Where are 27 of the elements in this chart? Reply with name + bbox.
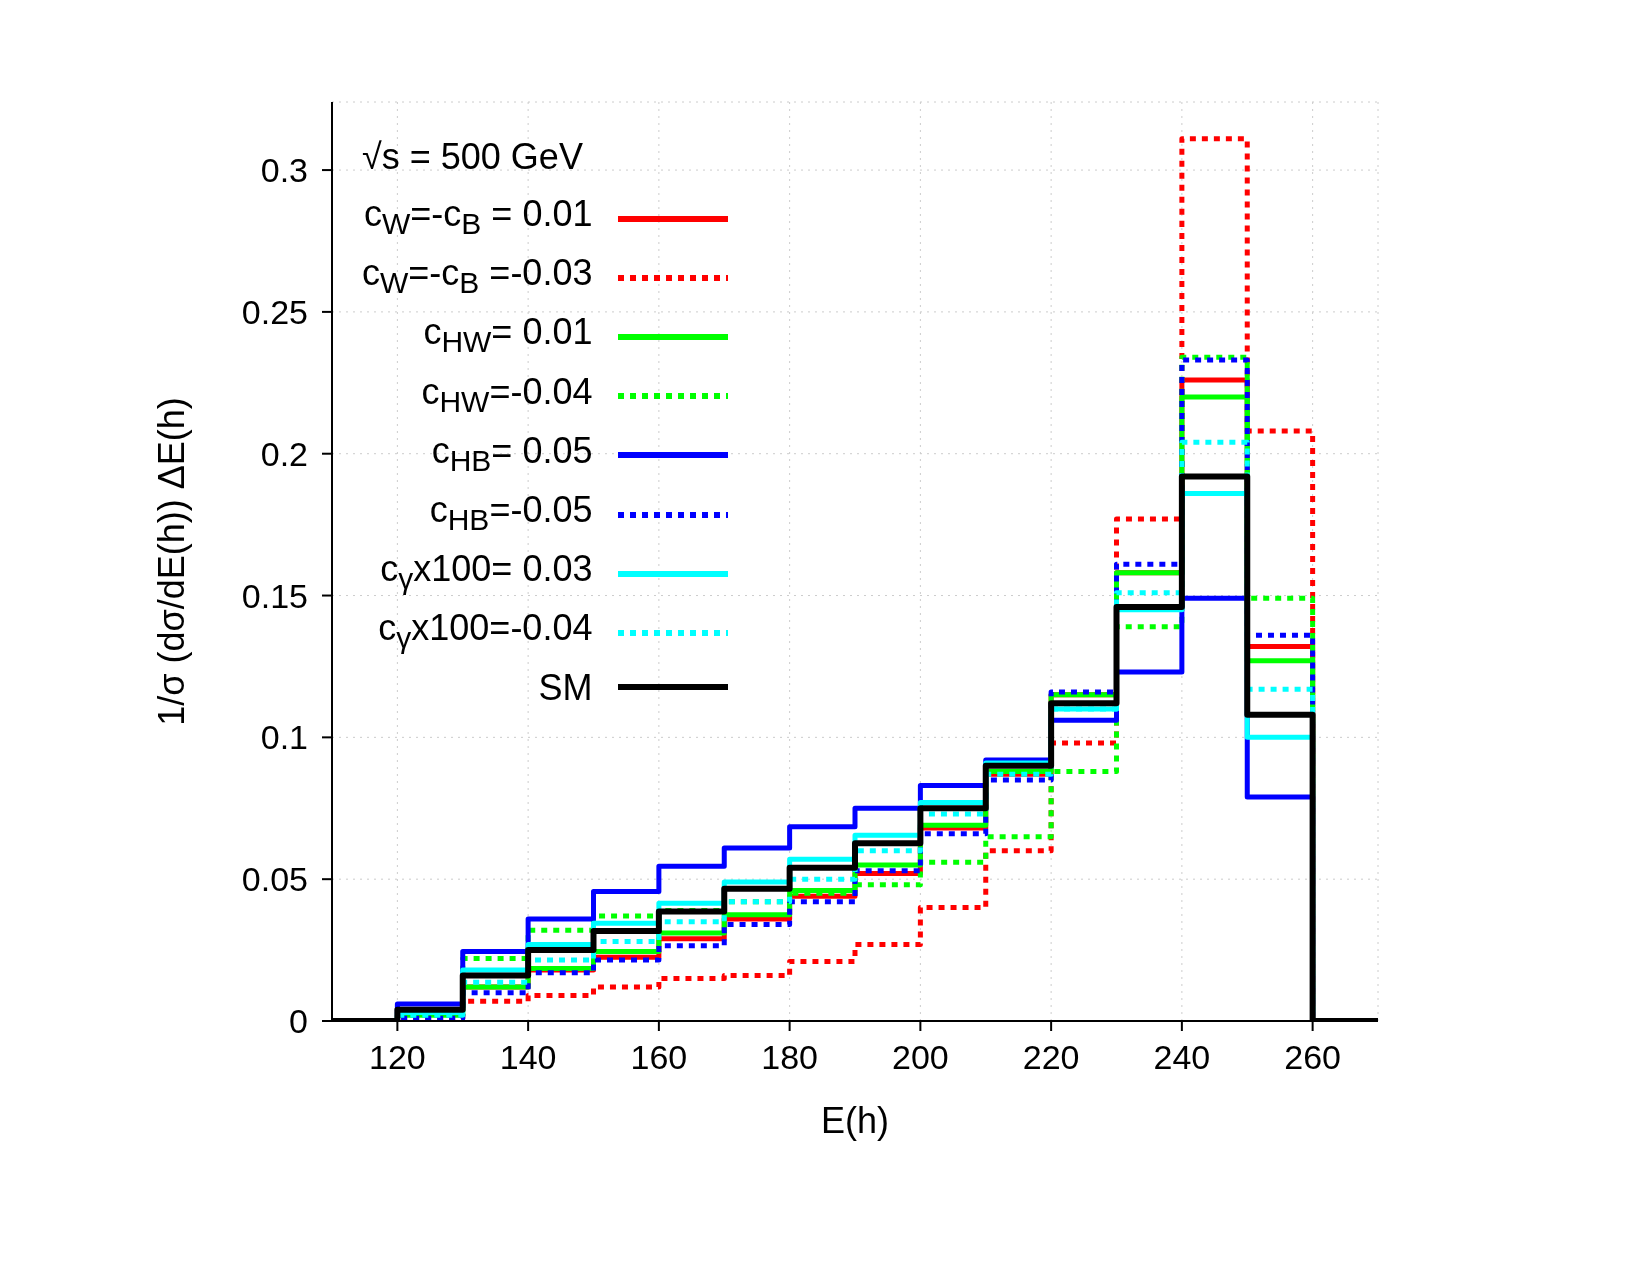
x-tick-label: 260 xyxy=(1284,1038,1341,1077)
y-axis-title: 1/σ (dσ/dE(h)) ΔE(h) xyxy=(151,397,192,726)
legend-label: c$_{HB}$= 0.05 xyxy=(431,428,593,479)
legend-label: c$_{W}$=-c$_{B}$ = 0.01 xyxy=(364,192,593,243)
y-tick-label: 0.15 xyxy=(241,576,308,615)
x-tick-label: 120 xyxy=(369,1038,426,1077)
x-tick-label: 240 xyxy=(1153,1038,1211,1077)
legend-label: c$_{HB}$=-0.05 xyxy=(429,487,593,539)
y-tick-label: 0.05 xyxy=(241,860,308,899)
legend-label: c$_{γ}$x100= 0.03 xyxy=(380,547,593,598)
x-tick-label: 220 xyxy=(1022,1038,1080,1077)
y-tick-label: 0.2 xyxy=(260,434,308,473)
x-tick-label: 180 xyxy=(761,1038,818,1077)
y-tick-label: 0.3 xyxy=(260,151,308,190)
y-tick-label: 0 xyxy=(289,1002,308,1041)
legend-label: c$_{HW}$=-0.04 xyxy=(421,369,593,420)
y-tick-label: 0.1 xyxy=(260,718,308,757)
x-tick-label: 200 xyxy=(892,1038,949,1077)
annotation: √s = 500 GeV xyxy=(362,135,584,179)
legend-label: c$_{HW}$= 0.01 xyxy=(423,310,593,361)
x-tick-label: 160 xyxy=(630,1038,688,1077)
x-tick-label: 140 xyxy=(499,1038,557,1077)
legend-label: c$_{W}$=-c$_{B}$ =-0.03 xyxy=(362,251,593,302)
legend-label: SM xyxy=(538,665,593,710)
y-tick-label: 0.25 xyxy=(241,292,308,331)
legend-label: c$_{γ}$x100=-0.04 xyxy=(378,606,593,657)
x-axis-title: E(h) xyxy=(820,1100,890,1141)
